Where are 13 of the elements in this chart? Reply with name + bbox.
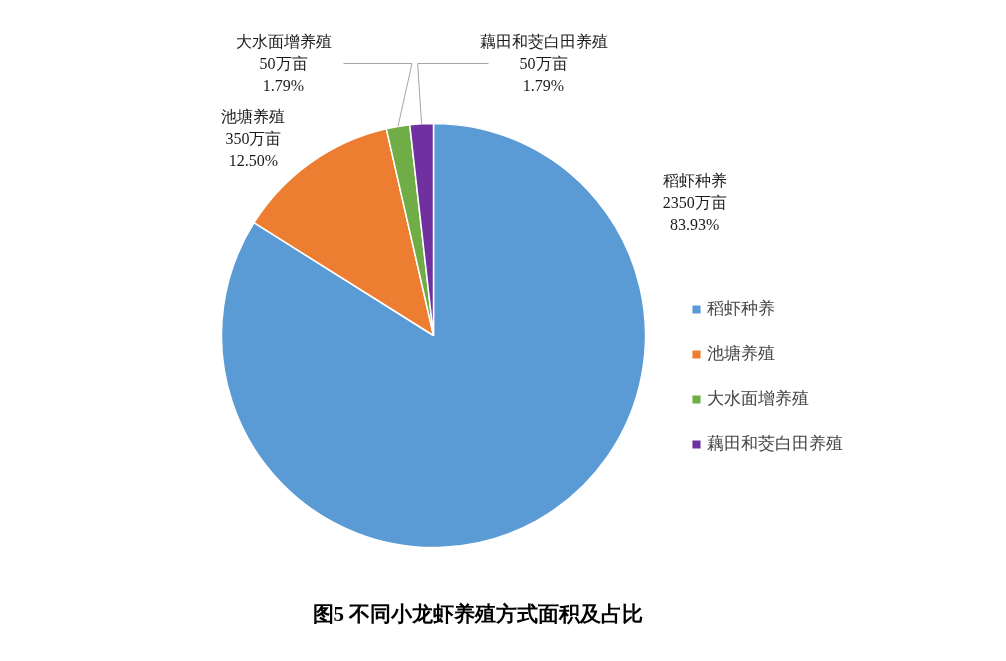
slice-label: 藕田和茭白田养殖 [479,33,608,50]
legend-label: 稻虾种养 [707,298,775,320]
data-label: 2350万亩 83.93% [662,193,727,233]
legend-label: 池塘养殖 [707,343,775,365]
data-label: 50万亩 1.79% [519,55,568,94]
slice-label: 大水面增养殖 [235,33,332,50]
data-label: 50万亩 1.79% [259,55,308,94]
legend-label: 大水面增养殖 [707,388,809,410]
text: 图5 不同小龙虾养殖方式面积及占比 [312,601,644,626]
legend-label: 藕田和茭白田养殖 [707,433,843,455]
slice-label: 稻虾种养 [662,171,727,189]
data-label: 350万亩 12.50% [225,129,282,169]
slice-label: 池塘养殖 [221,107,286,125]
